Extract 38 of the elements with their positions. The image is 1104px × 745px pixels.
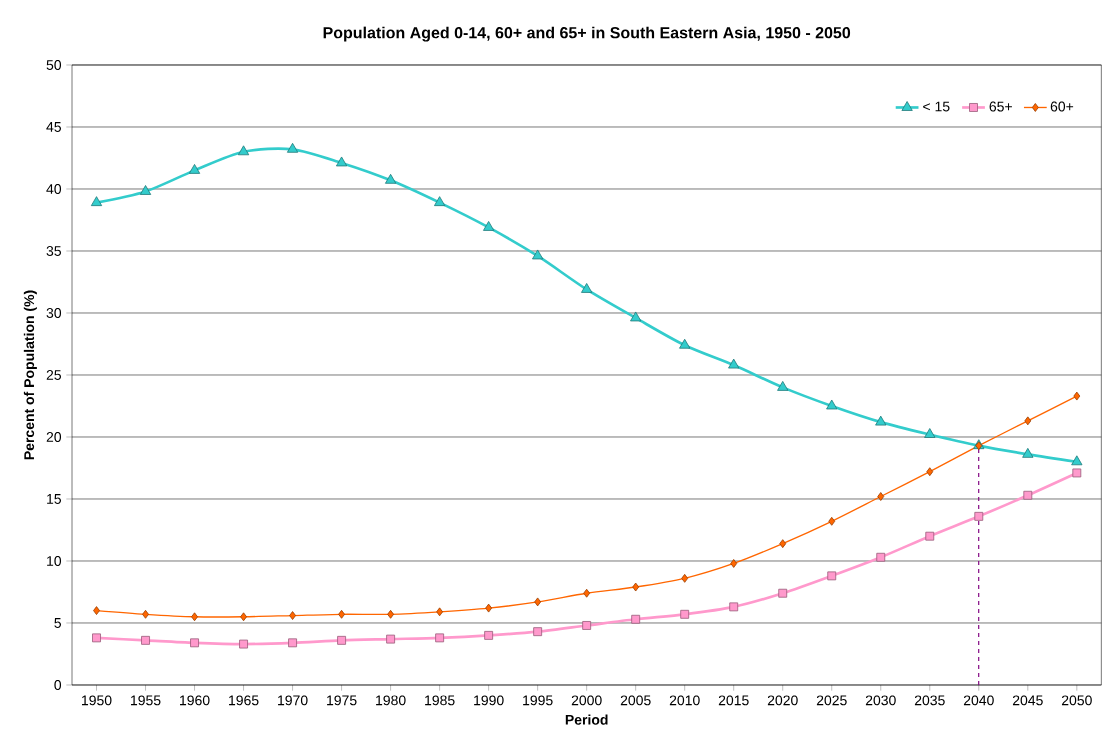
y-tick-label: 40 <box>46 184 62 194</box>
legend-label: 65+ <box>989 101 1012 112</box>
x-tick-label: 1965 <box>229 695 259 706</box>
x-tick-label: 2045 <box>1012 695 1043 706</box>
y-axis-title: Percent of Population (%) <box>23 290 37 460</box>
y-tick-label: 5 <box>54 618 62 628</box>
x-tick-label: 1950 <box>82 695 112 706</box>
x-tick-label: 2010 <box>669 695 700 706</box>
y-tick-label: 10 <box>47 556 62 566</box>
y-tick-label: 15 <box>47 494 62 504</box>
y-tick-label: 45 <box>46 122 62 132</box>
x-tick-label: 2020 <box>767 695 798 706</box>
x-tick-label: 1995 <box>523 695 553 706</box>
x-axis-title: Period <box>565 714 608 725</box>
x-tick-label: 2040 <box>963 695 994 706</box>
x-tick-label: 1970 <box>278 695 308 706</box>
y-tick-label: 30 <box>46 308 62 318</box>
y-tick-label: 25 <box>46 370 62 380</box>
y-tick-label: 35 <box>46 246 62 256</box>
legend-label: < 15 <box>923 101 950 112</box>
x-tick-label: 1985 <box>425 695 455 706</box>
chart-title: Population Aged 0-14, 60+ and 65+ in South Eastern Asia, 1950 - 2050 <box>323 26 851 42</box>
x-tick-label: 2030 <box>865 695 896 706</box>
x-tick-label: 1990 <box>474 695 504 706</box>
y-tick-label: 0 <box>54 680 62 690</box>
x-tick-label: 2050 <box>1061 695 1092 706</box>
x-tick-label: 2025 <box>816 695 847 706</box>
x-tick-label: 1960 <box>180 695 210 706</box>
legend-label: 60+ <box>1050 101 1074 112</box>
x-tick-label: 1975 <box>327 695 357 706</box>
x-tick-label: 2015 <box>718 695 749 706</box>
x-tick-label: 2035 <box>914 695 945 706</box>
x-tick-label: 1980 <box>376 695 406 706</box>
x-tick-label: 2000 <box>571 695 602 706</box>
x-tick-label: 2005 <box>620 695 651 706</box>
y-tick-label: 20 <box>46 432 62 442</box>
y-tick-label: 50 <box>46 60 62 70</box>
x-tick-label: 1955 <box>131 695 161 706</box>
